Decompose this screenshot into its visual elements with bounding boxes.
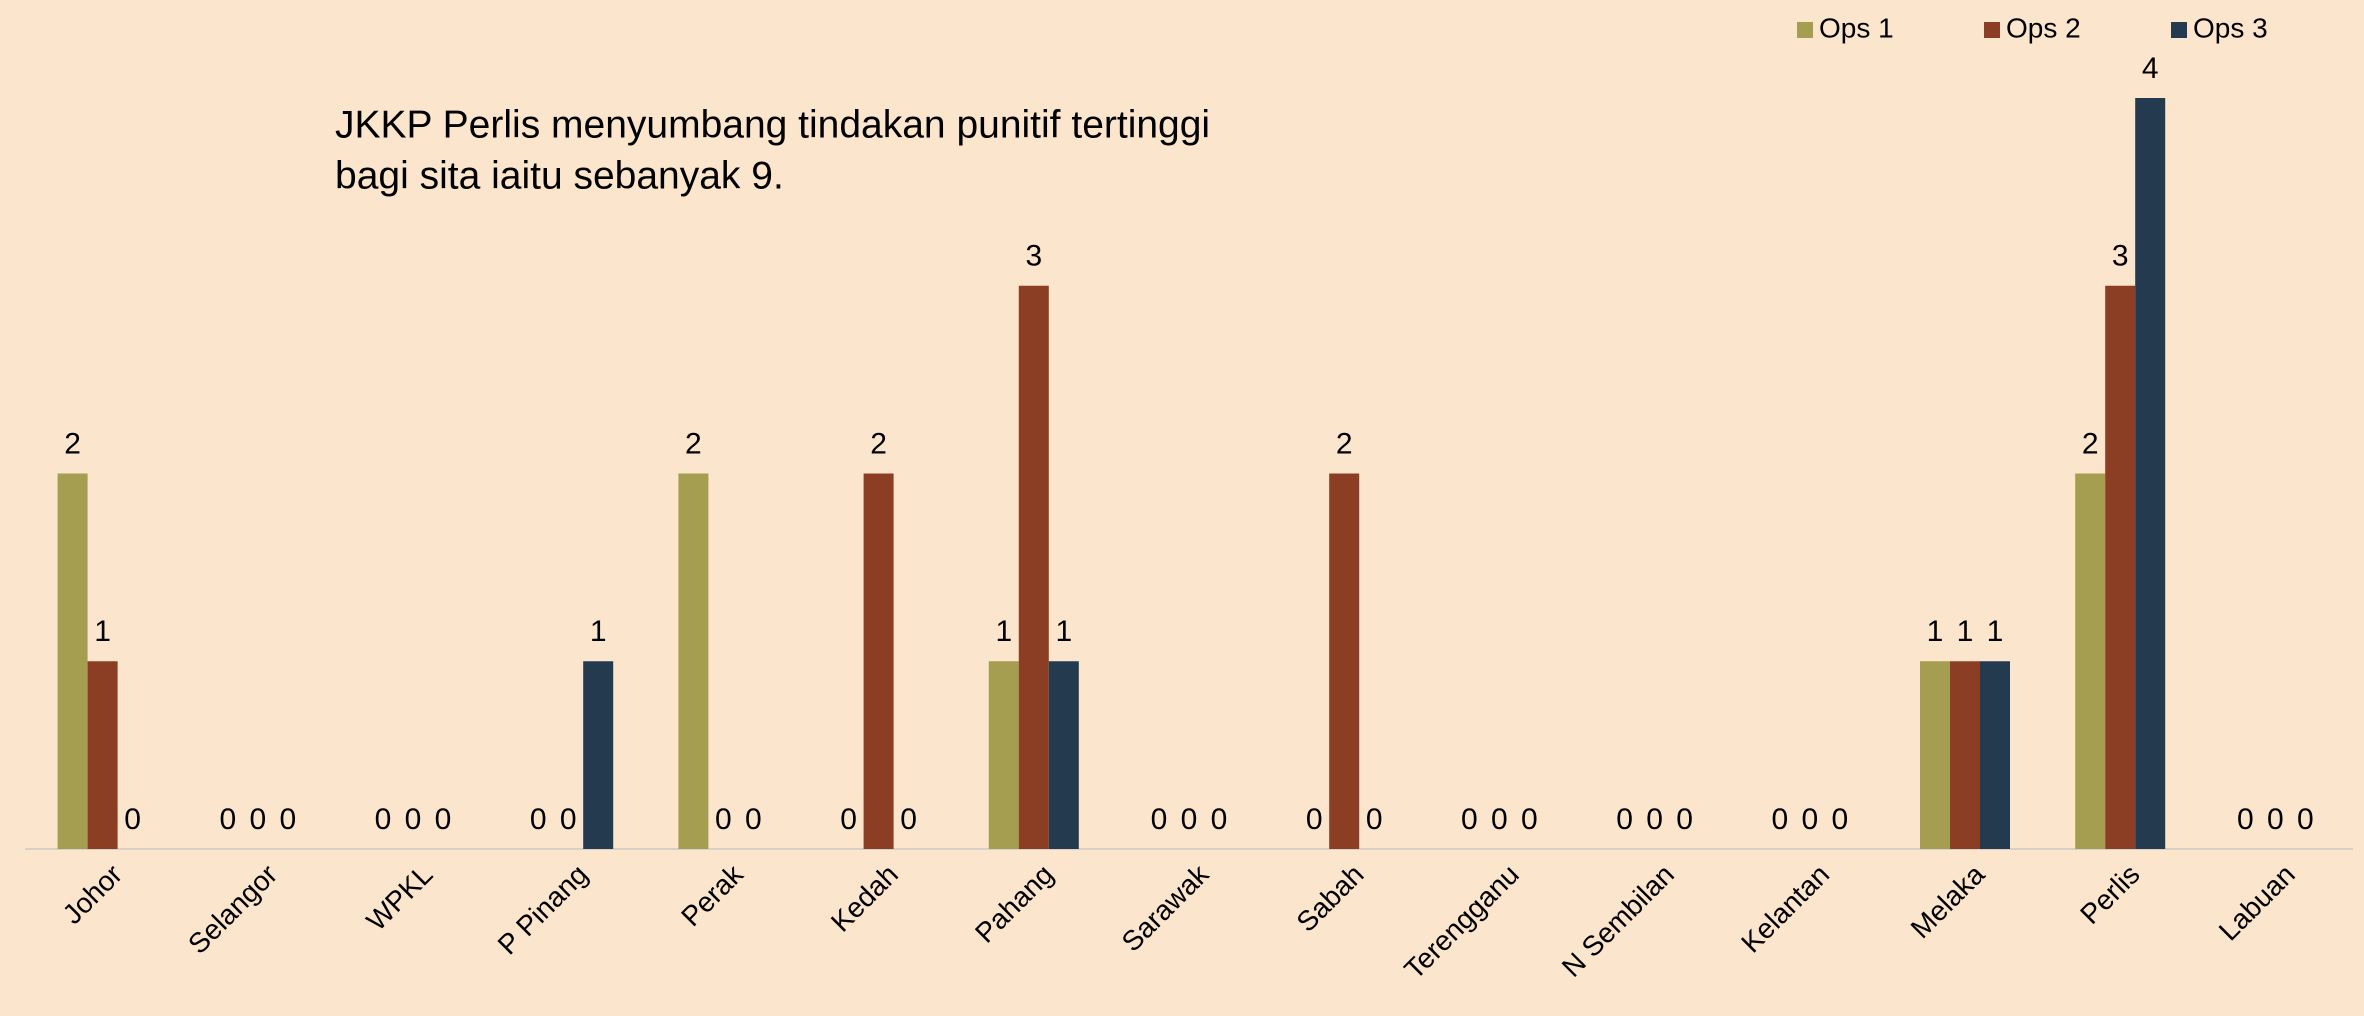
value-label: 0 <box>1181 803 1198 836</box>
value-label: 0 <box>715 803 732 836</box>
value-label: 0 <box>219 803 236 836</box>
value-label: 0 <box>1461 803 1478 836</box>
value-label: 0 <box>435 803 452 836</box>
bar <box>2135 98 2166 849</box>
value-label: 0 <box>1676 803 1693 836</box>
value-label: 1 <box>1957 615 1974 648</box>
value-label: 0 <box>249 803 266 836</box>
value-label: 2 <box>1336 427 1353 460</box>
value-label: 4 <box>2142 52 2159 85</box>
value-label: 0 <box>1366 803 1383 836</box>
bar <box>57 473 88 849</box>
value-label: 0 <box>1646 803 1663 836</box>
value-label: 0 <box>1831 803 1848 836</box>
annotation: JKKP Perlis menyumbang tindakan punitif … <box>335 103 1210 146</box>
value-label: 0 <box>1491 803 1508 836</box>
value-label: 1 <box>94 615 111 648</box>
bar <box>1980 661 2010 849</box>
value-label: 2 <box>2082 427 2099 460</box>
value-label: 0 <box>530 803 547 836</box>
bar <box>87 661 118 849</box>
bar <box>988 661 1019 849</box>
bar <box>1920 661 1950 849</box>
value-label: 3 <box>1025 240 1042 273</box>
bar <box>2105 285 2136 849</box>
value-label: 0 <box>1521 803 1538 836</box>
legend-label: Ops 3 <box>2193 12 2268 43</box>
legend-swatch <box>1984 22 2000 38</box>
value-label: 0 <box>279 803 296 836</box>
value-label: 0 <box>124 803 141 836</box>
value-label: 1 <box>1987 615 2004 648</box>
legend-swatch <box>2171 22 2187 38</box>
value-label: 0 <box>1616 803 1633 836</box>
value-label: 2 <box>870 427 887 460</box>
value-label: 2 <box>685 427 702 460</box>
value-label: 0 <box>2297 803 2314 836</box>
value-label: 0 <box>840 803 857 836</box>
bar <box>1018 285 1049 849</box>
value-label: 0 <box>745 803 762 836</box>
value-label: 1 <box>1927 615 1944 648</box>
bar <box>583 661 614 849</box>
value-label: 0 <box>1211 803 1228 836</box>
value-label: 0 <box>1306 803 1323 836</box>
annotation: bagi sita iaitu sebanyak 9. <box>335 154 784 197</box>
value-label: 3 <box>2112 240 2129 273</box>
value-label: 1 <box>1055 615 1072 648</box>
value-label: 0 <box>560 803 577 836</box>
value-label: 0 <box>1771 803 1788 836</box>
legend-swatch <box>1797 22 1813 38</box>
legend-label: Ops 2 <box>2006 12 2081 43</box>
value-label: 0 <box>2267 803 2284 836</box>
bar <box>678 473 709 849</box>
bar <box>1950 661 1980 849</box>
value-label: 0 <box>900 803 917 836</box>
bar <box>2075 473 2106 849</box>
legend-label: Ops 1 <box>1819 12 1894 43</box>
value-label: 0 <box>1151 803 1168 836</box>
value-label: 0 <box>405 803 422 836</box>
value-label: 0 <box>2237 803 2254 836</box>
bar <box>863 473 894 849</box>
value-label: 0 <box>375 803 392 836</box>
value-label: 2 <box>64 427 81 460</box>
bar <box>1329 473 1360 849</box>
value-label: 1 <box>590 615 607 648</box>
value-label: 0 <box>1801 803 1818 836</box>
value-label: 1 <box>995 615 1012 648</box>
bar <box>1048 661 1079 849</box>
